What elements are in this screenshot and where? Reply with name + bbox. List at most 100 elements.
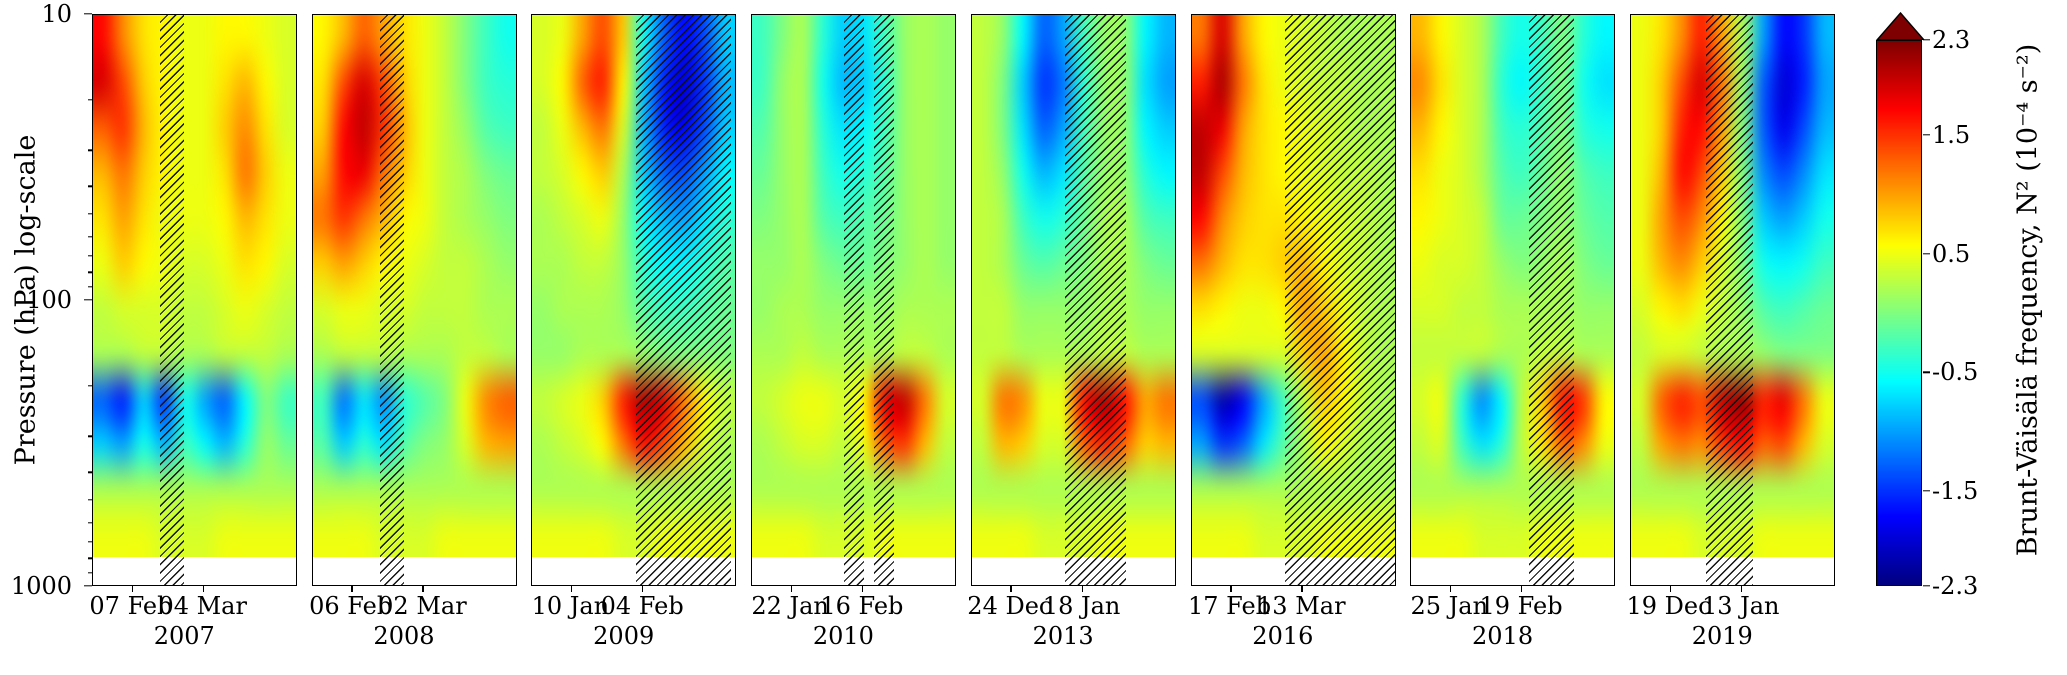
x-tick-mark: [422, 586, 424, 593]
colorbar-extend-arrow-icon: [1876, 12, 1925, 40]
x-tick-label: 04 Feb: [600, 592, 684, 620]
x-tick-mark: [571, 586, 573, 593]
year-label-row: 2018: [1410, 622, 1615, 650]
x-tick-mark: [642, 586, 644, 593]
heatmap-panel-2008: [311, 14, 517, 593]
hatch-region: [635, 15, 732, 585]
heatmap-panel-2019: [1630, 14, 1836, 593]
colorbar-tick-label: -2.3: [1932, 572, 1979, 600]
x-tick-labels: 24 Dec 18 Jan: [967, 592, 1176, 620]
y-tick-mark-minor: [88, 254, 92, 257]
y-tick-mark-minor: [88, 286, 92, 288]
y-tick-mark-minor: [88, 572, 92, 574]
x-tick-mark: [861, 586, 864, 593]
x-tick-mark: [1520, 586, 1523, 593]
year-label: 2013: [1032, 622, 1094, 650]
y-tick-mark-minor: [88, 557, 92, 559]
panel-2008: 06 Feb 02 Mar 2008: [309, 14, 517, 650]
year-label-row: 2013: [971, 622, 1176, 650]
y-axis-ticks: [84, 13, 92, 587]
x-tick-label: 18 Jan: [1042, 592, 1121, 620]
y-tick-mark-minor: [88, 185, 92, 187]
x-tick-mark: [1301, 586, 1303, 593]
panel-2019: 19 Dec 13 Jan 2019: [1626, 14, 1836, 650]
heatmap-canvas-2007: [93, 15, 297, 557]
colorbar-gradient: [1877, 41, 1921, 585]
x-tick-mark: [1081, 586, 1083, 593]
year-label: 2019: [1691, 622, 1753, 650]
y-tick-mark-major: [84, 299, 92, 301]
colorbar-tick-mark: [1923, 39, 1930, 41]
x-tick-mark: [351, 586, 353, 593]
colorbar-tick-label: 1.5: [1932, 120, 1971, 149]
heatmap-canvas-2008: [312, 15, 516, 557]
hatch-region: [379, 15, 405, 585]
x-tick-label: 24 Dec: [967, 592, 1053, 620]
x-tick-labels: 17 Feb 13 Mar: [1188, 592, 1396, 620]
colorbar-tick-label: 0.5: [1932, 239, 1971, 268]
heatmap-panel-2013: [970, 14, 1176, 593]
year-label: 2016: [1252, 622, 1314, 650]
x-tick-labels: 19 Dec 13 Jan: [1626, 592, 1835, 620]
x-tick-label: 19 Dec: [1626, 592, 1712, 620]
x-tick-label: 17 Feb: [1188, 592, 1272, 620]
x-tick-mark: [202, 586, 205, 593]
x-tick-labels: 06 Feb 02 Mar: [309, 592, 517, 620]
colorbar: [1876, 40, 1922, 586]
x-tick-labels: 10 Jan 04 Feb: [531, 592, 736, 620]
hatch-region: [1065, 15, 1127, 585]
y-tick-mark-minor: [88, 99, 92, 101]
colorbar-label: Brunt-Väisälä frequency, N² (10⁻⁴ s⁻²): [2012, 43, 2044, 557]
x-tick-mark: [131, 586, 133, 593]
y-tick-label-100: 100: [26, 286, 72, 314]
year-label-row: 2009: [531, 622, 736, 650]
x-tick-mark: [1230, 586, 1232, 593]
hatch-region: [843, 15, 864, 585]
x-tick-mark: [1449, 586, 1452, 593]
colorbar-tick-label: 2.3: [1932, 26, 1971, 54]
panel-2007: 07 Feb 04 Mar 2007: [89, 14, 298, 650]
y-tick-mark-minor: [88, 540, 92, 543]
panel-2016: 17 Feb 13 Mar 2016: [1188, 14, 1396, 650]
hatch-region: [1706, 15, 1753, 585]
y-tick-mark-minor: [88, 471, 92, 473]
x-tick-label: 19 Feb: [1479, 592, 1563, 620]
y-tick-mark-minor: [88, 213, 92, 215]
y-tick-mark-minor: [88, 235, 92, 238]
hatch-region: [873, 15, 895, 585]
x-tick-label: 06 Feb: [309, 592, 393, 620]
y-tick-mark-minor: [88, 521, 92, 524]
year-label-row: 2007: [92, 622, 297, 650]
year-label-row: 2016: [1191, 622, 1396, 650]
colorbar-tick-mark: [1923, 490, 1930, 492]
x-tick-label: 25 Jan: [1410, 592, 1489, 620]
y-tick-label-1000: 1000: [10, 572, 72, 600]
panel-2009: 10 Jan 04 Feb 2009: [531, 14, 737, 650]
heatmap-canvas-2018: [1411, 15, 1615, 557]
x-tick-mark: [1669, 586, 1671, 593]
year-label: 2010: [812, 622, 874, 650]
heatmap-panel-2010: [751, 14, 957, 593]
x-tick-label: 13 Jan: [1701, 592, 1780, 620]
year-label: 2008: [373, 622, 435, 650]
y-tick-label-10: 10: [41, 0, 72, 28]
heatmap-panel-2016: [1190, 14, 1396, 593]
colorbar-tick-label: -1.5: [1932, 477, 1979, 506]
hatch-region: [160, 15, 185, 585]
year-label: 2018: [1472, 622, 1534, 650]
colorbar-tick-mark: [1923, 371, 1930, 374]
colorbar-tick-mark: [1923, 585, 1930, 587]
colorbar-tick-mark: [1923, 134, 1930, 136]
heatmap-panel-2007: [92, 14, 298, 593]
panels-container: 07 Feb 04 Mar 2007 06 Feb 02 Mar 2008 10 Jan 04…: [89, 14, 1836, 650]
x-tick-labels: 07 Feb 04 Mar: [89, 592, 297, 620]
heatmap-panel-2009: [531, 14, 737, 593]
y-tick-mark-minor: [88, 271, 92, 273]
y-tick-mark-major: [84, 585, 92, 587]
y-tick-mark-major: [84, 13, 92, 15]
x-tick-mark: [1010, 586, 1012, 593]
x-tick-label: 16 Feb: [820, 592, 904, 620]
heatmap-panel-2018: [1410, 14, 1616, 593]
year-label-row: 2010: [751, 622, 956, 650]
y-axis-tick-labels: 10 100 1000: [0, 0, 82, 600]
